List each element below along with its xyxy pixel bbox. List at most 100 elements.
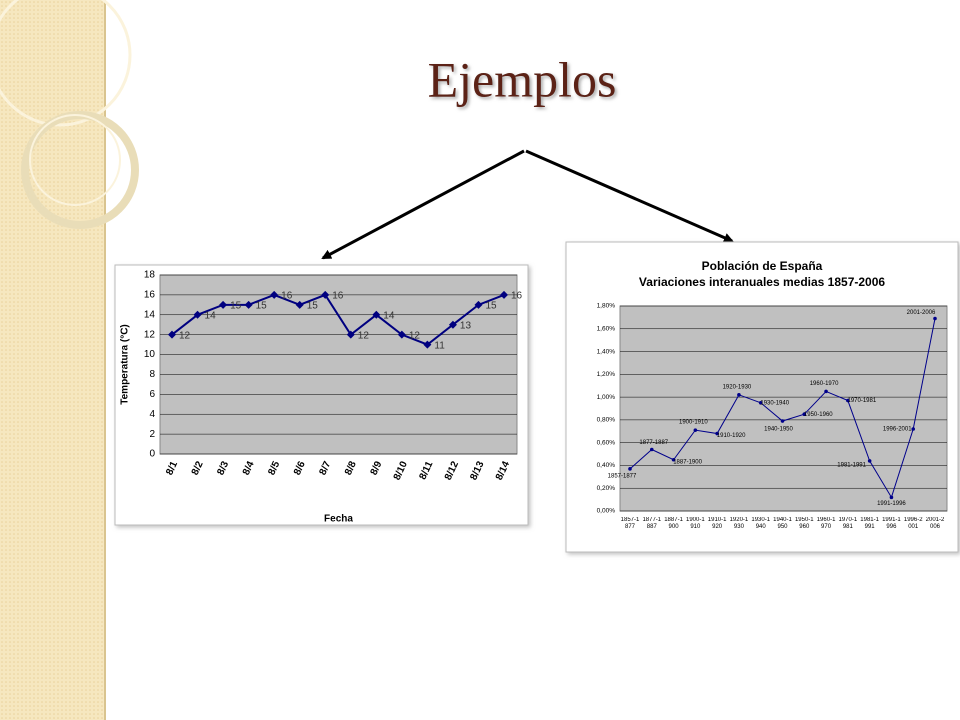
x-tick-box: 1857-1877: [620, 517, 640, 530]
data-point: [448, 320, 457, 329]
point-label: 1960-1970: [810, 381, 839, 387]
data-label: 12: [179, 330, 191, 341]
y-tick-label: 1,80%: [597, 303, 616, 310]
y-tick-label: 0,60%: [597, 439, 616, 446]
plot-area: [159, 274, 518, 455]
data-point: [649, 447, 654, 452]
y-tick-label: 2: [149, 429, 155, 440]
y-tick-label: 1,20%: [597, 371, 616, 378]
data-point: [321, 290, 330, 299]
data-label: 16: [332, 291, 344, 302]
x-tick-label: 8/4: [241, 459, 257, 477]
y-tick-label: 14: [144, 309, 156, 320]
point-label: 1930-1940: [760, 400, 789, 406]
data-point: [423, 340, 432, 349]
x-tick-box: 1950-1960: [794, 517, 814, 530]
y-tick-label: 16: [144, 290, 156, 301]
point-label: 1981-1991: [837, 462, 866, 468]
data-point: [846, 398, 850, 403]
data-point: [346, 330, 355, 339]
point-label: 1900-1910: [679, 420, 708, 426]
x-tick-box: 1887-1900: [664, 517, 683, 530]
x-axis-label: Fecha: [324, 514, 353, 525]
x-tick-box: 1996-2001: [904, 517, 923, 530]
x-tick-label: 1940-1950: [773, 517, 792, 530]
data-point: [715, 431, 719, 436]
data-point: [500, 290, 508, 299]
x-tick-label: 1930-1940: [751, 517, 771, 530]
y-tick-label: 0,40%: [597, 462, 616, 469]
data-point: [219, 300, 228, 309]
data-point: [693, 428, 698, 432]
data-label: 15: [485, 300, 497, 311]
y-tick-label: 18: [144, 270, 156, 281]
data-point: [889, 495, 894, 500]
x-tick-label: 1970-1981: [838, 517, 858, 530]
data-point: [911, 427, 916, 431]
data-point: [780, 419, 785, 423]
x-tick-label: 8/2: [190, 459, 206, 477]
x-tick-box: 1920-1930: [730, 517, 749, 530]
x-tick-label: 8/8: [343, 459, 359, 477]
y-tick-label: 10: [144, 349, 156, 360]
x-tick-box: 1981-1991: [860, 517, 879, 530]
data-point: [802, 412, 807, 416]
data-point: [168, 330, 176, 339]
data-point: [474, 300, 483, 309]
data-point: [933, 316, 937, 321]
y-tick-label: 1,60%: [597, 325, 616, 332]
y-tick-label: 12: [144, 329, 156, 340]
point-label: 1857-1877: [608, 473, 637, 479]
chart-title: Población de España: [702, 259, 823, 273]
x-tick-label: 1857-1877: [620, 517, 640, 530]
x-tick-label: 1887-1900: [664, 517, 683, 530]
data-point: [758, 401, 763, 405]
arrow: [525, 149, 734, 243]
y-tick-label: 1,40%: [597, 348, 616, 355]
plot-area: [619, 305, 948, 512]
data-label: 12: [409, 330, 421, 341]
data-label: 15: [256, 300, 268, 311]
x-tick-label: 8/9: [369, 459, 385, 477]
x-tick-label: 8/3: [215, 459, 231, 477]
x-tick-box: 1910-1920: [707, 517, 727, 530]
data-point: [628, 467, 632, 471]
x-tick-label: 1910-1920: [707, 517, 727, 530]
y-tick-label: 0: [149, 449, 155, 460]
data-label: 15: [307, 300, 319, 311]
x-tick-box: 2001-2006: [925, 517, 945, 530]
data-label: 14: [383, 310, 395, 321]
y-tick-label: 0,20%: [597, 485, 616, 492]
slide-title: Ejemplos: [428, 51, 617, 107]
chart: Población de España Variaciones interanua…: [565, 241, 959, 553]
x-tick-label: 8/1: [164, 459, 180, 477]
point-label: 1887-1900: [673, 459, 702, 465]
chart: 0 2 4 6 8 10 12 14 16 18 Temperatura (°C) Fecha 12 8/…: [114, 264, 529, 526]
data-point: [737, 393, 741, 397]
point-label: 1991-1996: [877, 501, 906, 507]
x-tick-box: 1991-1996: [882, 517, 901, 530]
x-tick-label: 8/5: [266, 459, 282, 477]
data-point: [372, 310, 381, 319]
x-tick-label: 8/7: [317, 459, 333, 477]
data-point: [671, 457, 676, 462]
data-label: 15: [230, 300, 242, 311]
x-tick-box: 1900-1910: [686, 517, 705, 530]
point-label: 1910-1920: [717, 433, 746, 439]
x-tick-box: 1930-1940: [751, 517, 771, 530]
x-tick-label: 1900-1910: [686, 517, 705, 530]
x-tick-box: 1970-1981: [838, 517, 858, 530]
point-label: 1940-1950: [764, 427, 793, 433]
x-tick-box: 1940-1950: [773, 517, 792, 530]
x-tick-label: 1981-1991: [860, 517, 879, 530]
point-label: 1996-2001: [883, 427, 912, 433]
y-tick-label: 8: [149, 369, 155, 380]
x-tick-label: 2001-2006: [925, 517, 945, 530]
point-label: 2001-2006: [907, 310, 936, 316]
y-tick-label: 0,00%: [597, 508, 616, 515]
point-label: 1950-1960: [804, 412, 833, 418]
data-point: [244, 300, 253, 309]
x-tick-label: 8/6: [292, 459, 308, 477]
x-tick-label: 1950-1960: [794, 517, 814, 530]
